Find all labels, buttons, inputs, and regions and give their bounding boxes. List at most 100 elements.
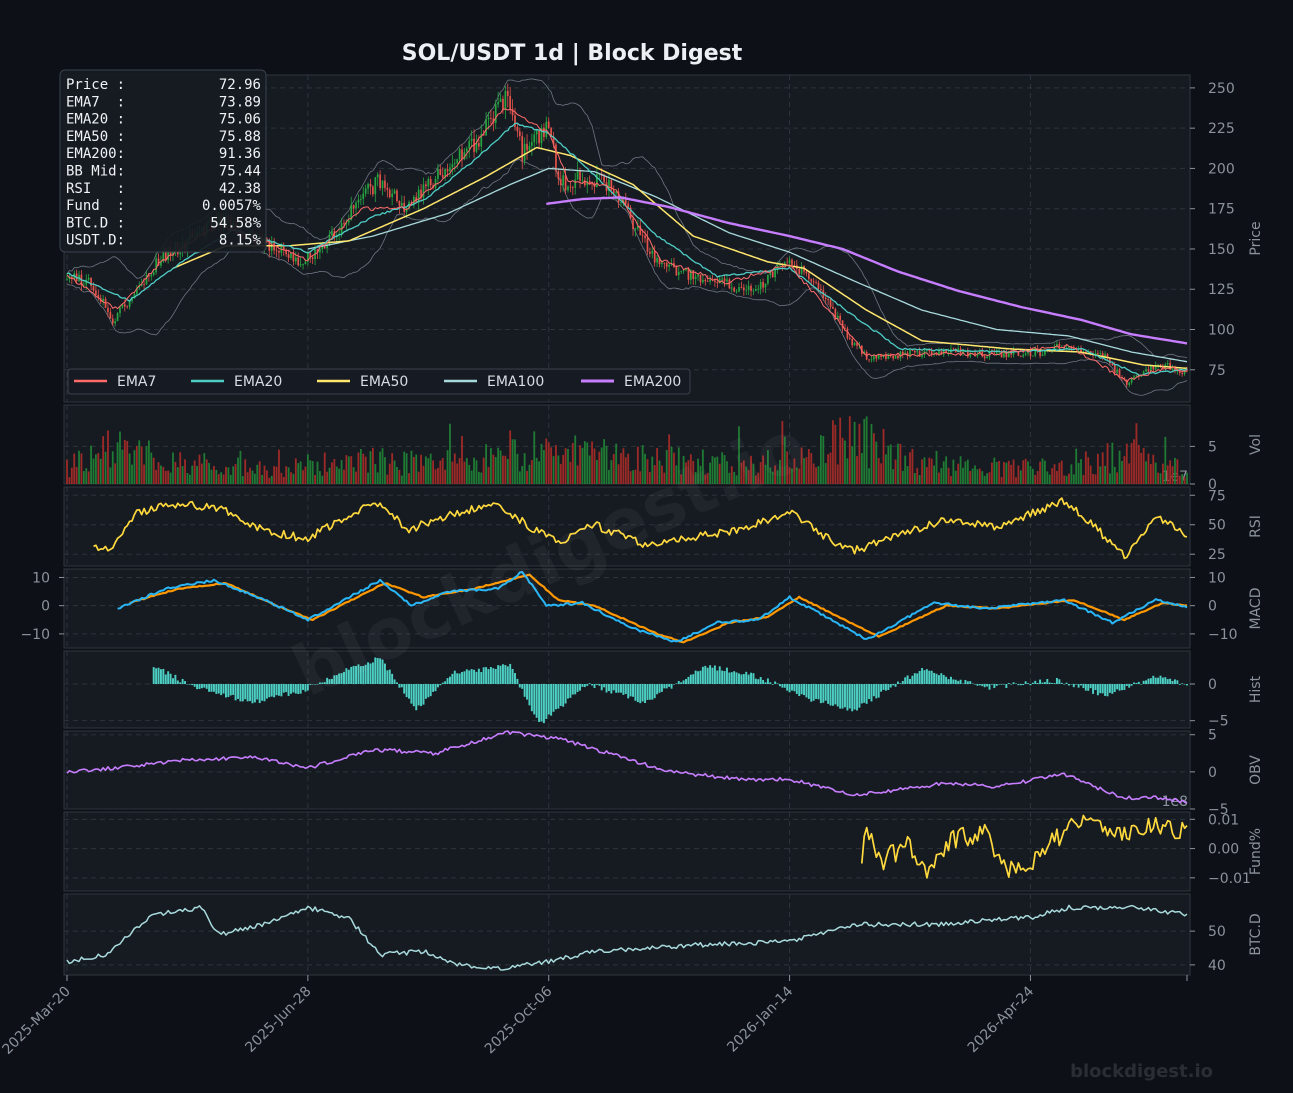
hist-bar bbox=[940, 673, 943, 684]
volume-bar bbox=[781, 420, 784, 484]
candle-body bbox=[1003, 351, 1005, 358]
hist-bar bbox=[831, 684, 834, 706]
candle-body bbox=[128, 300, 131, 307]
hist-bar bbox=[155, 668, 158, 684]
volume-bar bbox=[555, 445, 557, 484]
volume-bar bbox=[1181, 474, 1184, 484]
hist-bar bbox=[224, 684, 227, 698]
hist-bar bbox=[990, 684, 993, 685]
panel-btcd: 40 50 BTC.D bbox=[63, 893, 1264, 976]
volume-bar bbox=[114, 463, 117, 484]
hist-bar bbox=[429, 684, 432, 697]
hist-bar bbox=[853, 684, 856, 710]
candle-body bbox=[514, 115, 516, 127]
hist-bar bbox=[205, 684, 208, 689]
volume-bar bbox=[701, 449, 704, 484]
candle-body bbox=[352, 205, 355, 209]
volume-bar bbox=[261, 475, 264, 484]
volume-bar bbox=[302, 470, 304, 484]
volume-bar bbox=[160, 465, 162, 484]
hist-bar bbox=[1152, 675, 1155, 684]
info-box-frame bbox=[59, 69, 267, 253]
hist-bar bbox=[851, 684, 854, 712]
volume-bar bbox=[128, 453, 131, 484]
candle-body bbox=[986, 356, 988, 359]
legend-entry: EMA100 bbox=[487, 374, 544, 390]
volume-bar bbox=[297, 463, 300, 484]
hist-bar bbox=[586, 684, 589, 686]
ema100-line bbox=[307, 167, 1188, 363]
volume-bar bbox=[805, 457, 808, 484]
hist-bar bbox=[376, 657, 379, 684]
candle-body bbox=[425, 184, 427, 187]
candle-body bbox=[608, 179, 610, 191]
hist-bar bbox=[728, 672, 731, 684]
candle-body bbox=[709, 279, 711, 282]
hist-bar bbox=[261, 684, 264, 701]
volume-bar bbox=[1034, 474, 1037, 484]
candle-body bbox=[991, 351, 993, 353]
hist-bar bbox=[882, 684, 885, 690]
hist-bar bbox=[646, 684, 649, 700]
hist-bar bbox=[622, 684, 625, 695]
hist-bar bbox=[762, 679, 765, 684]
hist-bar bbox=[880, 684, 883, 692]
hist-bar bbox=[422, 684, 425, 705]
hist-bar bbox=[603, 684, 606, 688]
candle-body bbox=[728, 279, 731, 289]
hist-bar bbox=[1128, 684, 1131, 688]
hist-bar bbox=[275, 684, 278, 696]
volume-bar bbox=[461, 436, 463, 484]
volume-bar bbox=[256, 464, 259, 484]
hist-bar bbox=[326, 677, 329, 684]
volume-bar bbox=[1133, 439, 1135, 484]
volume-bar bbox=[735, 475, 738, 484]
candle-body bbox=[1099, 353, 1102, 354]
hist-bar bbox=[557, 684, 560, 709]
hist-bar bbox=[747, 674, 750, 684]
candle-body bbox=[475, 143, 478, 152]
hist-bar bbox=[347, 669, 350, 684]
hist-bar bbox=[986, 684, 989, 687]
hist-bar bbox=[836, 684, 839, 707]
candle-body bbox=[116, 313, 119, 322]
volume-bar bbox=[990, 462, 993, 484]
hist-bar bbox=[974, 684, 977, 685]
hist-bar bbox=[492, 668, 495, 684]
candle-body bbox=[528, 145, 531, 151]
ytick-label: 10 bbox=[1208, 570, 1226, 586]
candle-body bbox=[95, 290, 97, 295]
candle-body bbox=[981, 350, 984, 357]
hist-bar bbox=[470, 669, 473, 684]
volume-bar bbox=[962, 467, 964, 484]
ytick-label: 5 bbox=[1208, 728, 1217, 744]
candle-body bbox=[123, 304, 126, 307]
volume-bar bbox=[215, 469, 218, 484]
candle-body bbox=[388, 189, 391, 198]
candle-body bbox=[774, 269, 776, 278]
candle-body bbox=[523, 143, 526, 161]
candle-body bbox=[162, 248, 165, 262]
hist-bar bbox=[489, 667, 492, 684]
candle-body bbox=[976, 354, 979, 356]
hist-bar bbox=[834, 684, 837, 705]
hist-bar bbox=[1123, 684, 1126, 690]
candle-body bbox=[278, 250, 280, 253]
candle-body bbox=[307, 252, 309, 262]
hist-bar bbox=[400, 684, 403, 688]
volume-bar bbox=[188, 474, 191, 484]
candle-body bbox=[557, 171, 560, 179]
volume-bar bbox=[393, 460, 396, 484]
hist-bar bbox=[1046, 678, 1049, 684]
volume-bar bbox=[290, 472, 292, 484]
volume-bar bbox=[331, 462, 333, 484]
hist-bar bbox=[441, 682, 444, 684]
hist-bar bbox=[494, 668, 497, 684]
candle-body bbox=[292, 252, 295, 262]
hist-bar bbox=[680, 682, 683, 684]
candle-body bbox=[603, 175, 605, 183]
volume-bar bbox=[234, 464, 237, 484]
ytick-label: 0 bbox=[1208, 677, 1217, 693]
candle-body bbox=[1072, 348, 1075, 349]
hist-bar bbox=[904, 677, 907, 684]
